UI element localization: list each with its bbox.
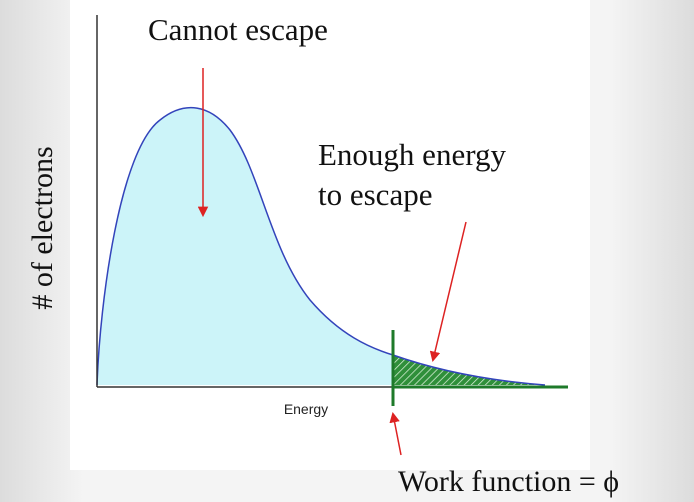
annotation: to escape <box>318 177 432 212</box>
arrow <box>429 221 467 363</box>
annotation: Enough energy <box>318 137 506 172</box>
distribution-curve <box>96 106 546 386</box>
annotation: Work function = ϕ <box>398 465 619 498</box>
arrow <box>389 411 402 456</box>
x-axis-label: Energy <box>284 401 328 417</box>
distribution-fill <box>97 107 545 385</box>
escape-region <box>393 355 545 385</box>
annotation: Cannot escape <box>148 12 328 47</box>
y-axis-label: # of electrons <box>26 146 59 309</box>
